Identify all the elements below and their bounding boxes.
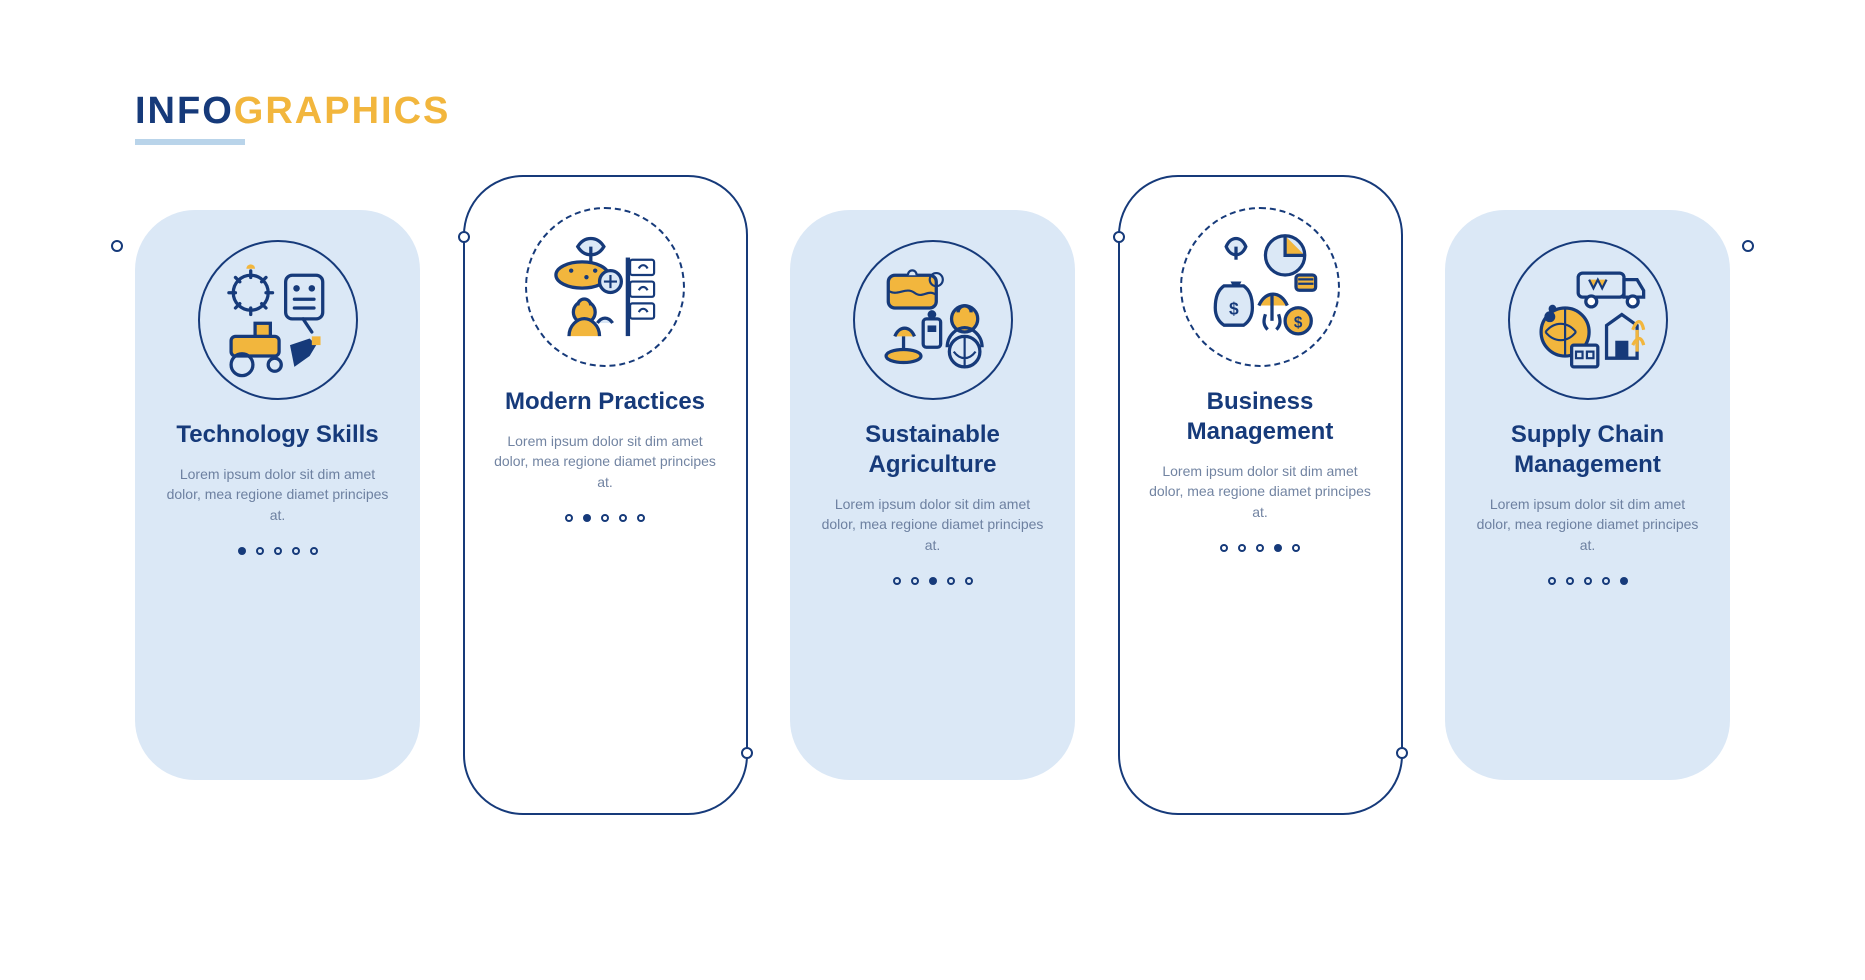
card-title: Business Management (1146, 387, 1375, 447)
card-business-management: Business Management Lorem ipsum dolor sit… (1118, 175, 1403, 815)
dot (1584, 577, 1592, 585)
card-technology-skills: Technology Skills Lorem ipsum dolor sit d… (135, 210, 420, 780)
connector-node (741, 747, 753, 759)
card-body: Lorem ipsum dolor sit dim amet dolor, me… (816, 494, 1049, 555)
dot (637, 514, 645, 522)
dot (1238, 544, 1246, 552)
connector-node (1742, 240, 1754, 252)
dot (947, 577, 955, 585)
card-body: Lorem ipsum dolor sit dim amet dolor, me… (1146, 461, 1375, 522)
card-sustainable-agriculture: Sustainable Agriculture Lorem ipsum dolor… (790, 210, 1075, 780)
dot (1220, 544, 1228, 552)
title-part-1: INFO (135, 90, 234, 133)
dot (929, 577, 937, 585)
technology-skills-icon (198, 240, 358, 400)
dot (256, 547, 264, 555)
dot (292, 547, 300, 555)
dot (893, 577, 901, 585)
dot (1274, 544, 1282, 552)
dot (238, 547, 246, 555)
card-modern-practices: Modern Practices Lorem ipsum dolor sit di… (463, 175, 748, 815)
dot (601, 514, 609, 522)
pagination-dots (238, 547, 318, 555)
title-underline (135, 139, 245, 145)
card-body: Lorem ipsum dolor sit dim amet dolor, me… (491, 431, 720, 492)
dot (965, 577, 973, 585)
dot (1602, 577, 1610, 585)
title-part-2: GRAPHICS (234, 90, 451, 133)
dot (310, 547, 318, 555)
page-title: INFOGRAPHICS (135, 90, 450, 145)
dot (1566, 577, 1574, 585)
dot (565, 514, 573, 522)
card-title: Technology Skills (176, 420, 378, 450)
sustainable-agriculture-icon (853, 240, 1013, 400)
card-supply-chain: Supply Chain Management Lorem ipsum dolor… (1445, 210, 1730, 780)
dot (1256, 544, 1264, 552)
card-body: Lorem ipsum dolor sit dim amet dolor, me… (161, 464, 394, 525)
modern-practices-icon (525, 207, 685, 367)
dot (1620, 577, 1628, 585)
card-body: Lorem ipsum dolor sit dim amet dolor, me… (1471, 494, 1704, 555)
card-title: Modern Practices (505, 387, 705, 417)
connector-node (111, 240, 123, 252)
pagination-dots (1220, 544, 1300, 552)
dot (274, 547, 282, 555)
cards-row: Technology Skills Lorem ipsum dolor sit d… (135, 175, 1730, 815)
dot (1292, 544, 1300, 552)
dot (619, 514, 627, 522)
pagination-dots (893, 577, 973, 585)
connector-node (1396, 747, 1408, 759)
dot (911, 577, 919, 585)
supply-chain-icon (1508, 240, 1668, 400)
connector-node (1113, 231, 1125, 243)
pagination-dots (1548, 577, 1628, 585)
card-title: Sustainable Agriculture (816, 420, 1049, 480)
business-management-icon (1180, 207, 1340, 367)
connector-node (458, 231, 470, 243)
dot (1548, 577, 1556, 585)
card-title: Supply Chain Management (1471, 420, 1704, 480)
pagination-dots (565, 514, 645, 522)
dot (583, 514, 591, 522)
